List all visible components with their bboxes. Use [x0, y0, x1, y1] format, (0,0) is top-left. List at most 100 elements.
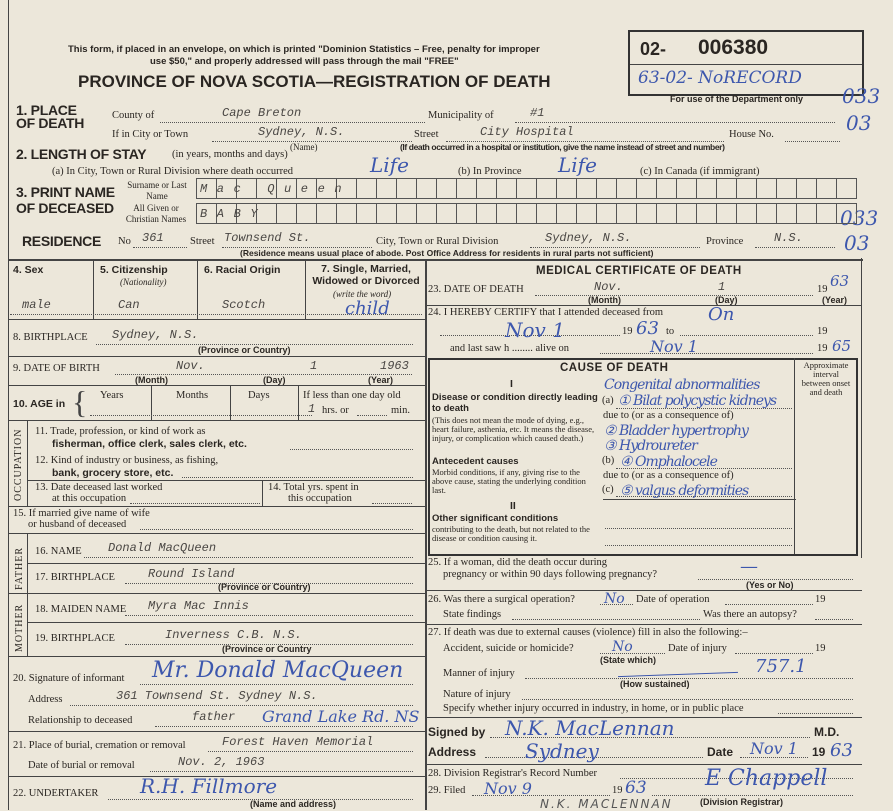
residence-city-value: Sydney, N.S.: [545, 231, 632, 245]
residence-city-label: City, Town or Rural Division: [376, 236, 499, 247]
part-one-label: I: [510, 378, 513, 390]
physician-signature: N.K. MacLennan: [505, 716, 675, 740]
letter-box: [496, 203, 517, 224]
cause-handwritten-6: ⑤ valgus deformities: [620, 483, 749, 499]
disease-note: (This does not mean the mode of dying, e…: [432, 415, 595, 443]
letter-box: [676, 203, 697, 224]
letter-box: [836, 203, 857, 224]
undertaker-signature: R.H. Fillmore: [140, 774, 278, 798]
less-than-day-label: If less than one day old: [303, 390, 401, 401]
q27-label: 27. If death was due to external causes …: [428, 627, 748, 638]
cause-handwritten-2: ① Bilat polycystic kidneys: [618, 393, 777, 409]
due-to-1: due to (or as a consequence of): [603, 410, 734, 421]
letter-box: [796, 203, 817, 224]
other-conditions-label: Other significant conditions: [432, 513, 559, 524]
letter-box: [356, 178, 377, 199]
to-label: to: [666, 326, 675, 337]
margin-code-2: 03: [846, 111, 872, 135]
dob-year-sub: (Year): [368, 375, 394, 385]
q26-label: 26. Was there a surgical operation?: [428, 594, 575, 605]
stay-a-label: (a) In City, Town or Rural Division wher…: [52, 166, 293, 177]
informant-signature: Mr. Donald MacQueen: [152, 658, 404, 683]
letter-box: [376, 178, 397, 199]
letter-box: [296, 203, 317, 224]
mother-birthplace-label: 19. BIRTHPLACE: [35, 633, 115, 644]
dod-year: 63: [830, 272, 850, 290]
letter-box: [556, 203, 577, 224]
given-names-value: BABY: [200, 207, 268, 221]
city-sub: (Name): [290, 142, 318, 152]
letter-box: [836, 178, 857, 199]
letter-box: [456, 178, 477, 199]
marital-sub: (write the word): [333, 289, 392, 299]
sex-label: 4. Sex: [13, 264, 44, 276]
minutes-label: min.: [391, 405, 410, 416]
residence-heading: RESIDENCE: [22, 233, 101, 249]
dob-month: Nov.: [176, 359, 205, 373]
letter-box: [716, 203, 737, 224]
findings-label: State findings: [443, 609, 502, 620]
letter-box: [596, 178, 617, 199]
manner-strike: [618, 671, 738, 678]
last-saw-year-prefix: 19: [817, 343, 828, 354]
stay-a-value: Life: [370, 153, 409, 177]
letter-box: [436, 178, 457, 199]
deceased-name-heading: 3. PRINT NAME OF DECEASED: [16, 184, 115, 216]
from-year-prefix: 19: [622, 326, 633, 337]
antecedent-note: Morbid conditions, if any, giving rise t…: [432, 467, 586, 495]
place-of-death-heading: 1. PLACE OF DEATH: [16, 102, 85, 131]
letter-box: [816, 178, 837, 199]
residence-street-label: Street: [190, 236, 215, 247]
signature-address-label: Address: [428, 745, 477, 759]
q12-line1: 12. Kind of industry or business, as fis…: [35, 455, 219, 466]
letter-box: [556, 178, 577, 199]
q13-line1: 13. Date deceased last worked: [35, 482, 163, 493]
city-label: If in City or Town: [112, 129, 189, 140]
letter-box: [416, 178, 437, 199]
letter-box: [356, 203, 377, 224]
dod-day-sub: (Day): [715, 295, 738, 305]
registration-number: 006380: [698, 36, 769, 59]
nature-label: Nature of injury: [443, 689, 511, 700]
residence-province-label: Province: [706, 236, 744, 247]
letter-box: [516, 178, 537, 199]
department-label: For use of the Department only: [670, 94, 804, 104]
disease-label: Disease or condition directly leading to…: [432, 392, 598, 414]
marital-value: child: [345, 298, 390, 319]
signature-date-value: Nov 1: [750, 739, 798, 758]
antecedent-label: Antecedent causes: [432, 456, 519, 467]
birthplace-label: 8. BIRTHPLACE: [13, 332, 88, 343]
q29-label: 29. Filed: [428, 785, 466, 796]
filed-year: 63: [625, 778, 647, 798]
informant-signature-label: 20. Signature of informant: [13, 673, 125, 684]
manner-label: Manner of injury: [443, 668, 515, 679]
letter-box: [696, 178, 717, 199]
letter-box: [376, 203, 397, 224]
certify-label: 24. I HEREBY CERTIFY that I attended dec…: [428, 307, 664, 318]
mother-birthplace-value: Inverness C.B. N.S.: [165, 628, 302, 642]
letter-box: [576, 178, 597, 199]
county-label: County of: [112, 110, 155, 121]
citizenship-label: 5. Citizenship: [100, 264, 168, 276]
letter-box: [776, 203, 797, 224]
letter-box: [496, 178, 517, 199]
dod-year-prefix: 19: [817, 284, 828, 295]
citizenship-value: Can: [118, 298, 140, 312]
hours-label: hrs. or: [322, 405, 349, 416]
letter-box: [656, 203, 677, 224]
due-to-2: due to (or as a consequence of): [603, 470, 734, 481]
how-sustained-sub: (How sustained): [620, 679, 690, 689]
mother-maiden-label: 18. MAIDEN NAME: [35, 604, 127, 615]
letter-box: [276, 203, 297, 224]
manner-code: 757.1: [755, 656, 807, 677]
cause-handwritten-4: ③ Hydroureter: [604, 438, 698, 454]
letter-box: [716, 178, 737, 199]
cause-of-death-box: [428, 358, 858, 556]
mail-notice-1: This form, if placed in an envelope, on …: [68, 44, 540, 55]
informant-address-value: 361 Townsend St. Sydney N.S.: [116, 689, 318, 703]
registrar-sub: (Division Registrar): [700, 797, 784, 807]
specify-label: Specify whether injury occurred in indus…: [443, 703, 744, 714]
county-value: Cape Breton: [222, 106, 302, 120]
residence-no-label: No: [118, 236, 131, 247]
marital-label: 7. Single, Married, Widowed or Divorced: [312, 263, 420, 287]
